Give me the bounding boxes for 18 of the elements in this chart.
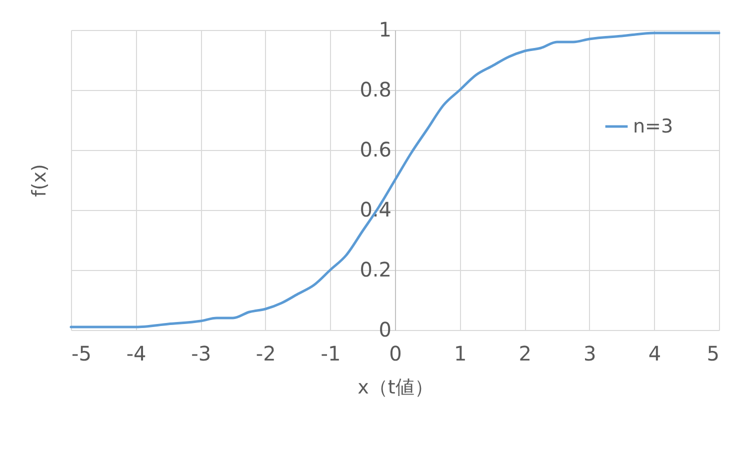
x-tick-label: 1 (454, 342, 467, 366)
legend-label: n=3 (633, 116, 674, 138)
y-tick-label: 0.2 (360, 258, 392, 282)
y-axis-title: f(x) (28, 164, 50, 197)
x-axis-title: x（t値） (358, 376, 434, 398)
x-tick-label: -1 (320, 342, 341, 366)
y-tick-label: 0.8 (360, 78, 392, 102)
x-tick-label: -3 (191, 342, 212, 366)
x-tick-label: 2 (518, 342, 532, 366)
y-tick-label: 1 (378, 18, 392, 42)
x-tick-label: 5 (706, 342, 720, 366)
y-tick-label: 0.6 (360, 138, 392, 162)
x-tick-label: -5 (72, 342, 92, 366)
x-tick-label: -2 (256, 342, 276, 366)
x-tick-label: 4 (648, 342, 662, 366)
x-tick-label: -4 (126, 342, 146, 366)
y-tick-label: 0 (378, 318, 392, 342)
x-tick-label: 3 (584, 342, 596, 366)
